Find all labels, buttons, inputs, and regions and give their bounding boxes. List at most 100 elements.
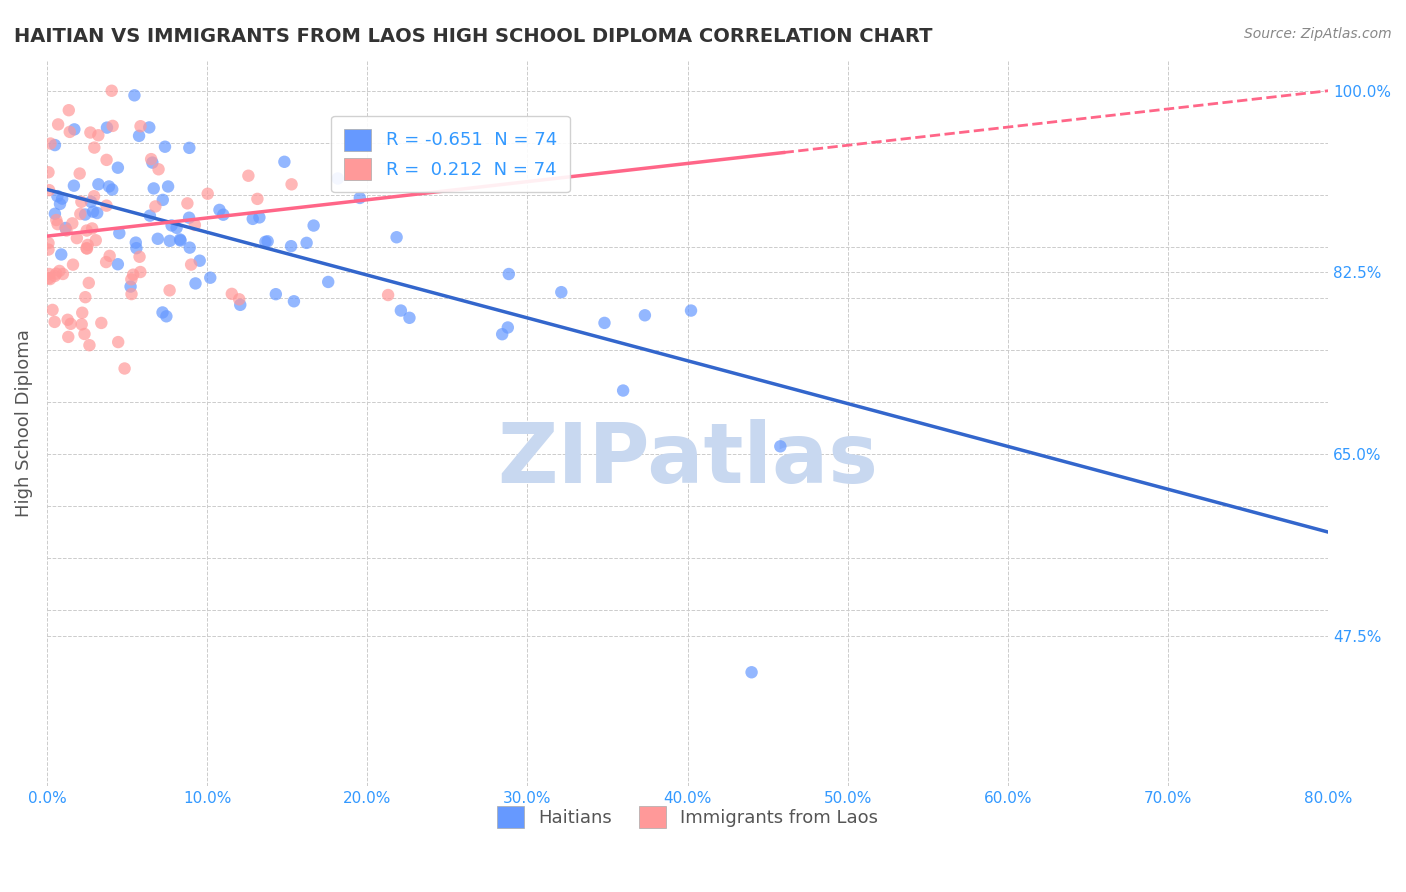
- Point: [87, 178, 110, 192]
- Point: [145, 199, 167, 213]
- Point: [129, 265, 152, 279]
- Point: [152, 193, 174, 207]
- Point: [82, 221, 104, 235]
- Point: [212, 208, 235, 222]
- Point: [283, 294, 305, 309]
- Point: [679, 303, 702, 318]
- Point: [550, 285, 572, 300]
- Point: [377, 288, 399, 302]
- Point: [44, 138, 66, 153]
- Point: [129, 119, 152, 133]
- Point: [385, 230, 408, 244]
- Point: [228, 293, 250, 307]
- Text: ZIPatlas: ZIPatlas: [496, 419, 877, 500]
- Point: [46, 117, 69, 131]
- Point: [128, 128, 150, 143]
- Point: [45, 267, 67, 281]
- Point: [138, 120, 160, 135]
- Point: [169, 234, 191, 248]
- Point: [152, 305, 174, 319]
- Point: [114, 361, 136, 376]
- Point: [141, 155, 163, 169]
- Point: [107, 335, 129, 350]
- Point: [70, 194, 93, 209]
- Point: [75, 290, 97, 304]
- Point: [612, 384, 634, 398]
- Point: [100, 84, 122, 98]
- Point: [76, 238, 98, 252]
- Point: [70, 306, 93, 320]
- Point: [37, 235, 59, 250]
- Point: [169, 232, 191, 246]
- Point: [39, 272, 62, 286]
- Point: [125, 235, 148, 250]
- Point: [46, 217, 69, 231]
- Point: [69, 167, 91, 181]
- Point: [56, 313, 79, 327]
- Point: [184, 277, 207, 291]
- Point: [128, 250, 150, 264]
- Point: [38, 267, 60, 281]
- Point: [107, 161, 129, 175]
- Point: [280, 239, 302, 253]
- Point: [153, 139, 176, 153]
- Point: [389, 303, 412, 318]
- Y-axis label: High School Diploma: High School Diploma: [15, 329, 32, 517]
- Point: [166, 220, 188, 235]
- Point: [39, 136, 62, 151]
- Point: [90, 316, 112, 330]
- Text: Source: ZipAtlas.com: Source: ZipAtlas.com: [1244, 27, 1392, 41]
- Point: [229, 298, 252, 312]
- Point: [37, 165, 59, 179]
- Point: [247, 211, 270, 225]
- Point: [96, 120, 118, 135]
- Point: [107, 257, 129, 271]
- Point: [146, 232, 169, 246]
- Point: [76, 241, 98, 255]
- Point: [101, 119, 124, 133]
- Point: [349, 191, 371, 205]
- Point: [179, 211, 201, 225]
- Point: [98, 179, 121, 194]
- Point: [82, 204, 104, 219]
- Point: [634, 308, 657, 322]
- Point: [58, 103, 80, 118]
- Point: [280, 178, 302, 192]
- Point: [769, 439, 792, 453]
- Point: [96, 199, 118, 213]
- Point: [326, 171, 349, 186]
- Point: [491, 327, 513, 342]
- Point: [44, 268, 66, 283]
- Point: [200, 270, 222, 285]
- Point: [246, 192, 269, 206]
- Point: [75, 207, 97, 221]
- Point: [125, 241, 148, 255]
- Point: [84, 233, 107, 247]
- Point: [184, 218, 207, 232]
- Point: [188, 253, 211, 268]
- Point: [238, 169, 260, 183]
- Text: HAITIAN VS IMMIGRANTS FROM LAOS HIGH SCHOOL DIPLOMA CORRELATION CHART: HAITIAN VS IMMIGRANTS FROM LAOS HIGH SCH…: [14, 27, 932, 45]
- Point: [62, 258, 84, 272]
- Point: [83, 140, 105, 154]
- Point: [593, 316, 616, 330]
- Point: [59, 317, 82, 331]
- Point: [221, 286, 243, 301]
- Point: [80, 194, 103, 209]
- Point: [498, 267, 520, 281]
- Point: [63, 178, 86, 193]
- Point: [38, 183, 60, 197]
- Point: [41, 302, 63, 317]
- Point: [87, 128, 110, 143]
- Point: [157, 179, 180, 194]
- Point: [124, 88, 146, 103]
- Point: [139, 209, 162, 223]
- Point: [256, 235, 278, 249]
- Point: [46, 189, 69, 203]
- Point: [98, 249, 121, 263]
- Point: [180, 258, 202, 272]
- Point: [120, 279, 142, 293]
- Point: [45, 213, 67, 227]
- Point: [51, 192, 73, 206]
- Point: [142, 181, 165, 195]
